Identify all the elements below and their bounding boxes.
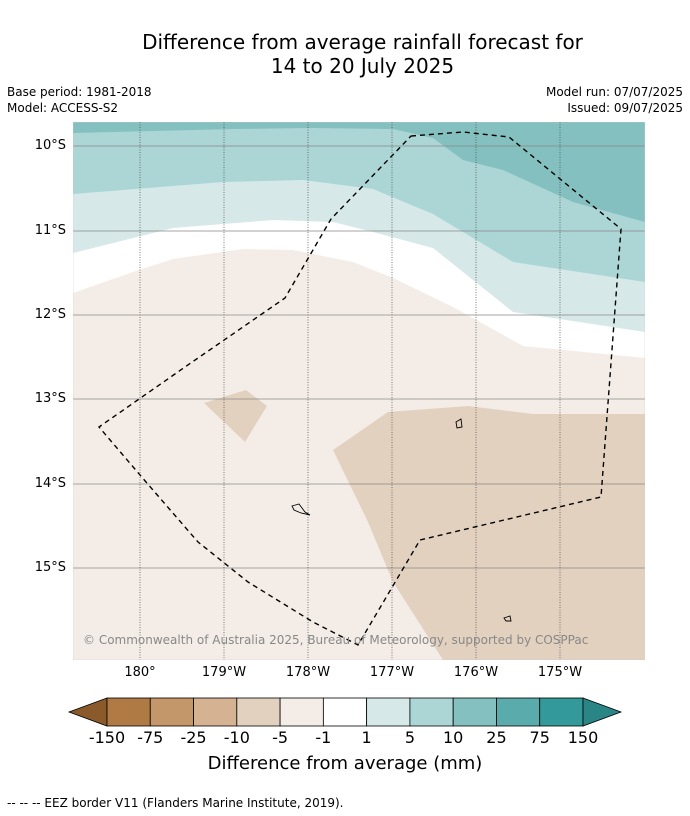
colorbar [67,697,623,727]
island-west [291,503,311,516]
model-name: Model: ACCESS-S2 [7,101,119,115]
colorbar-tick-label: -10 [223,728,250,747]
rainfall-map [73,122,645,660]
lon-label-176w: 176°W [453,665,499,680]
lat-label-15s: 15°S [34,560,66,575]
lon-label-179w: 179°W [201,665,247,680]
colorbar-arrow-right [582,697,623,727]
colorbar-tick-label: 1 [361,728,372,747]
latitude-grid [73,145,645,569]
dry-moderate-patch [204,390,267,442]
colorbar-cell [409,697,454,727]
meta-left: Base period: 1981-2018 Model: ACCESS-S2 [7,84,152,116]
chart-title: Difference from average rainfall forecas… [0,30,690,78]
colorbar-cell [106,697,151,727]
base-period: Base period: 1981-2018 [7,85,152,99]
lat-label-10s: 10°S [34,138,66,153]
colorbar-tick-label: 10 [442,728,464,747]
colorbar-tick-label: -5 [272,728,289,747]
model-run: Model run: 07/07/2025 [545,85,683,99]
island-main [455,418,463,429]
colorbar-tick-label: -75 [137,728,164,747]
eez-footnote: -- -- -- EEZ border V11 (Flanders Marine… [7,796,344,810]
wet-high-band [73,122,645,222]
colorbar-tick-label: -1 [315,728,332,747]
lat-label-11s: 11°S [34,223,66,238]
colorbar-cell [149,697,194,727]
copyright-credit: © Commonwealth of Australia 2025, Bureau… [83,633,589,647]
colorbar-cell [236,697,281,727]
colorbar-cell [452,697,497,727]
colorbar-cells [67,697,623,727]
colorbar-tick-label: 150 [567,728,599,747]
island-south [503,615,512,622]
colorbar-cell [193,697,238,727]
colorbar-tick-label: 5 [404,728,415,747]
colorbar-title: Difference from average (mm) [207,753,483,774]
meta-right: Model run: 07/07/2025 Issued: 09/07/2025 [546,84,683,116]
colorbar-arrow-left [67,697,108,727]
lat-label-13s: 13°S [34,391,66,406]
lon-label-178w: 178°W [285,665,331,680]
colorbar-cell [366,697,411,727]
lat-label-14s: 14°S [34,476,66,491]
colorbar-tick-label: 75 [529,728,550,747]
colorbar-cell [322,697,368,727]
colorbar-tick-label: -25 [180,728,207,747]
longitude-grid [139,122,561,660]
colorbar-tick-label: -150 [88,728,126,747]
colorbar-tick-label: 25 [486,728,507,747]
dry-moderate-region [333,406,645,660]
issued-date: Issued: 09/07/2025 [567,101,683,115]
lon-label-180: 180° [124,665,156,680]
colorbar-cell [496,697,541,727]
lon-label-175w: 175°W [537,665,583,680]
lat-label-12s: 12°S [34,307,66,322]
colorbar-cell [539,697,584,727]
title-line-2: 14 to 20 July 2025 [270,54,455,78]
title-line-1: Difference from average rainfall forecas… [142,30,583,54]
dry-moderate-corner [625,574,645,594]
colorbar-cell [279,697,324,727]
lon-label-177w: 177°W [369,665,415,680]
